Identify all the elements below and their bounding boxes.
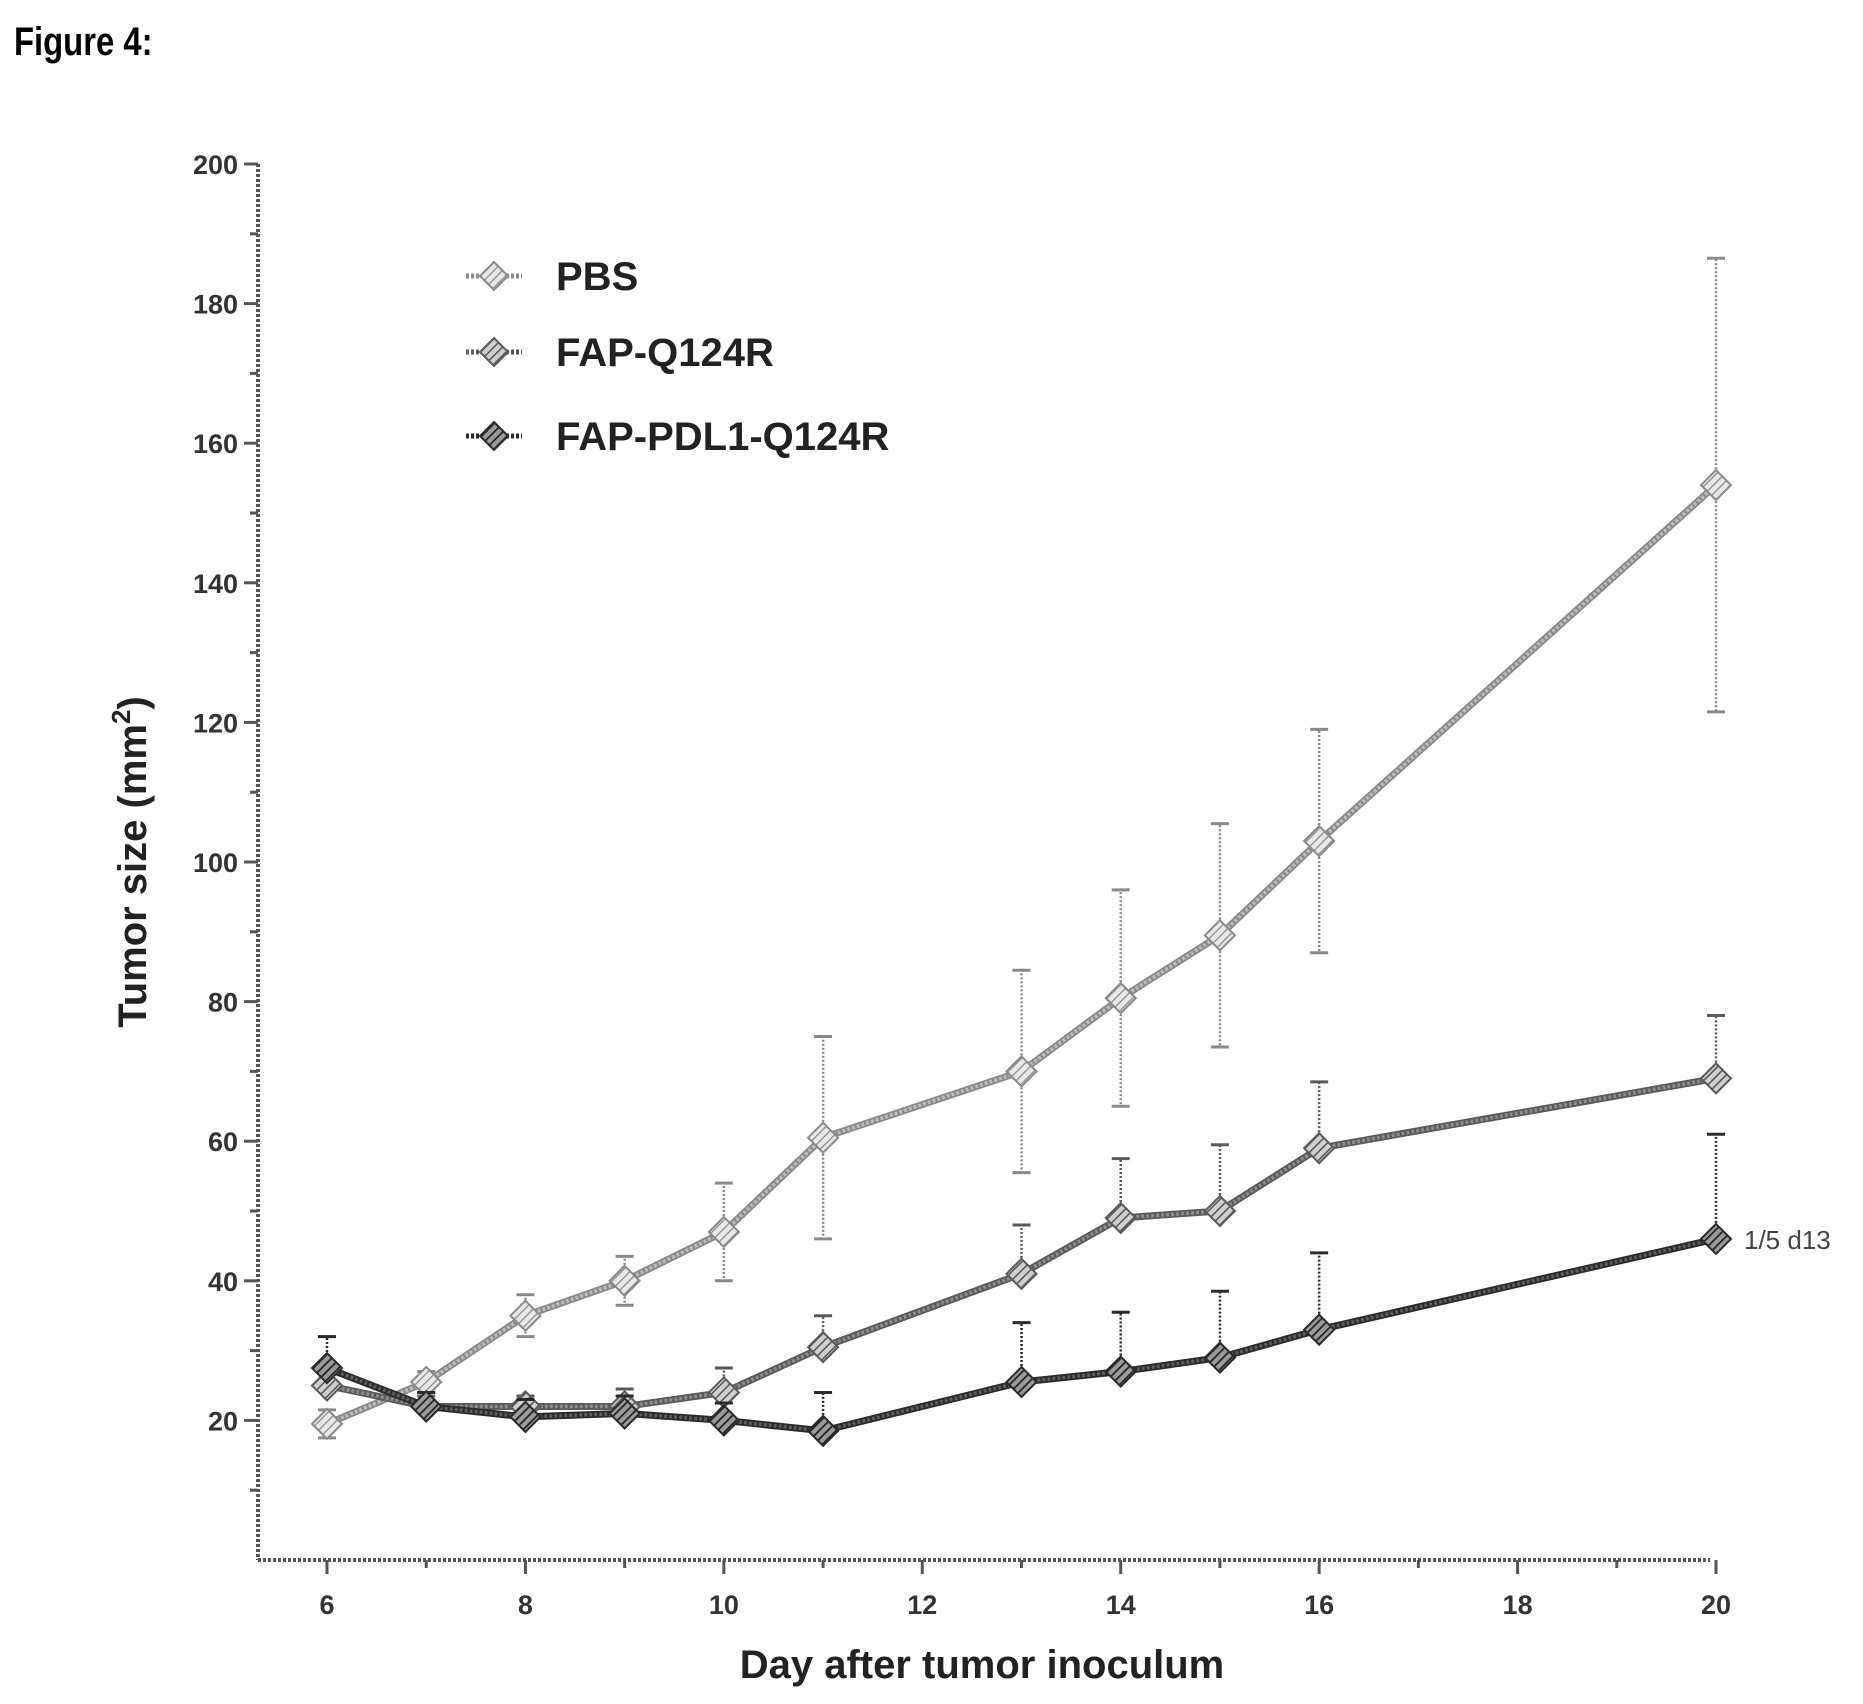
- series-line: [326, 483, 1718, 1426]
- y-axis-title-superscript: 2: [106, 710, 136, 724]
- annotations: 1/5 d13: [1744, 1225, 1831, 1255]
- x-tick-label: 6: [319, 1590, 334, 1620]
- data-point: [1302, 1313, 1336, 1347]
- data-point: [310, 1369, 344, 1402]
- y-axis-title-main: Tumor size (mm: [111, 724, 155, 1028]
- data-point: [1104, 1201, 1138, 1235]
- data-point: [806, 1414, 840, 1448]
- series-line: [326, 1237, 1717, 1433]
- data-point: [608, 1264, 642, 1298]
- y-tick-label: 20: [208, 1406, 238, 1436]
- data-point: [806, 1330, 840, 1364]
- data-point: [1104, 981, 1138, 1015]
- legend-label: FAP-PDL1-Q124R: [556, 415, 890, 459]
- x-axis-title: Day after tumor inoculum: [740, 1643, 1225, 1687]
- x-ticks: 6 8 10 12 14 16 18 20: [319, 1560, 1731, 1620]
- data-point: [707, 1403, 741, 1437]
- y-tick-label: 100: [193, 848, 238, 878]
- data-point: [1005, 1054, 1038, 1088]
- y-axis-title-close: ): [111, 696, 155, 709]
- legend-marker: [478, 336, 510, 368]
- data-point: [1203, 918, 1237, 952]
- data-point: [1699, 468, 1733, 502]
- legend-marker: [478, 260, 510, 292]
- data-point: [1302, 1131, 1336, 1165]
- x-tick-label: 10: [709, 1590, 739, 1620]
- data-point: [1302, 824, 1336, 858]
- x-tick-label: 12: [907, 1590, 937, 1620]
- data-point: [1203, 1194, 1237, 1228]
- figure-label: Figure 4:: [14, 20, 153, 64]
- y-tick-label: 200: [193, 150, 238, 180]
- legend-label: FAP-Q124R: [556, 331, 774, 375]
- x-tick-label: 8: [518, 1590, 533, 1620]
- data-point: [806, 1121, 840, 1155]
- data-point: [1005, 1257, 1038, 1291]
- y-tick-label: 180: [193, 290, 238, 320]
- data-point: [409, 1390, 443, 1423]
- data-point: [1203, 1341, 1237, 1374]
- series-3: [310, 1132, 1733, 1448]
- data-point: [1699, 1222, 1733, 1256]
- data-point: [1005, 1365, 1038, 1399]
- y-axis-title: Tumor size (mm2): [106, 696, 155, 1028]
- data-point: [509, 1400, 542, 1434]
- y-tick-label: 80: [208, 988, 238, 1018]
- y-tick-label: 120: [193, 708, 238, 738]
- x-tick-label: 14: [1106, 1590, 1136, 1620]
- data-point: [1699, 1061, 1733, 1095]
- data-point: [707, 1215, 741, 1249]
- y-tick-label: 140: [193, 569, 238, 599]
- x-tick-label: 18: [1503, 1590, 1533, 1620]
- series-line: [326, 1076, 1717, 1409]
- y-tick-label: 60: [208, 1127, 238, 1157]
- data-point: [310, 1351, 344, 1385]
- legend-marker: [478, 420, 510, 452]
- data-point: [1104, 1355, 1138, 1388]
- data-point: [509, 1299, 542, 1333]
- y-ticks: 20 40 60 80 100 120 140 160 180 200: [193, 150, 258, 1492]
- series-2: [310, 1014, 1733, 1423]
- series: [310, 256, 1733, 1448]
- legend: PBS FAP-Q124R FAP-PDL1-Q124R: [466, 255, 890, 459]
- y-tick-label: 40: [208, 1267, 238, 1297]
- legend-label: PBS: [556, 255, 638, 299]
- series-1: [310, 256, 1733, 1441]
- data-point: [310, 1407, 344, 1441]
- x-tick-label: 16: [1304, 1590, 1334, 1620]
- annotation-label: 1/5 d13: [1744, 1225, 1831, 1255]
- data-point: [608, 1397, 642, 1430]
- y-tick-label: 160: [193, 429, 238, 459]
- x-tick-label: 20: [1701, 1590, 1731, 1620]
